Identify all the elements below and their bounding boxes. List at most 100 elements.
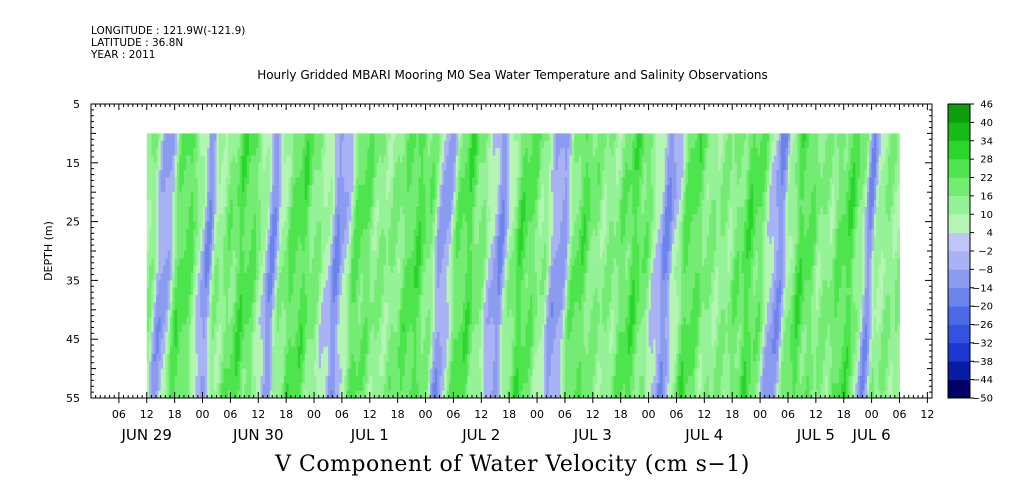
heatmap-cell: [395, 346, 399, 355]
heatmap-cell: [195, 236, 199, 245]
heatmap-cell: [416, 280, 419, 289]
heatmap-cell: [211, 177, 215, 186]
heatmap-cell: [209, 353, 213, 362]
heatmap-cell: [169, 170, 173, 178]
heatmap-cell: [244, 221, 248, 230]
heatmap-cell: [174, 162, 178, 171]
heatmap-cell: [425, 309, 429, 318]
heatmap-cell: [200, 287, 203, 296]
heatmap-cell: [404, 236, 408, 245]
heatmap-cell: [444, 170, 447, 178]
heatmap-cell: [425, 221, 429, 230]
heatmap-cell: [274, 339, 278, 347]
heatmap-cell: [302, 346, 306, 355]
heatmap-cell: [281, 383, 285, 392]
heatmap-cell: [379, 258, 382, 267]
heatmap-cell: [339, 214, 343, 222]
heatmap-cell: [413, 228, 417, 237]
heatmap-cell: [399, 148, 403, 156]
heatmap-cell: [158, 375, 162, 384]
heatmap-cell: [434, 192, 438, 200]
heatmap-cell: [279, 228, 282, 237]
heatmap-cell: [379, 331, 382, 340]
heatmap-cell: [297, 214, 301, 222]
heatmap-cell: [441, 295, 445, 303]
heatmap-cell: [390, 361, 394, 369]
heatmap-cell: [411, 287, 415, 296]
heatmap-cell: [158, 251, 162, 259]
heatmap-cell: [344, 184, 347, 193]
heatmap-cell: [183, 140, 187, 149]
heatmap-cell: [430, 346, 433, 355]
heatmap-cell: [214, 317, 217, 325]
heatmap-cell: [276, 339, 280, 347]
heatmap-cell: [397, 273, 401, 281]
heatmap-cell: [265, 162, 268, 171]
heatmap-cell: [146, 251, 150, 259]
heatmap-cell: [167, 302, 171, 311]
heatmap-cell: [369, 317, 373, 325]
heatmap-cell: [246, 184, 250, 193]
heatmap-cell: [386, 148, 389, 156]
heatmap-cell: [223, 140, 227, 149]
heatmap-cell: [151, 140, 155, 149]
heatmap-cell: [265, 214, 268, 222]
heatmap-cell: [453, 309, 457, 318]
heatmap-cell: [416, 346, 419, 355]
heatmap-cell: [318, 309, 322, 318]
heatmap-cell: [244, 390, 248, 399]
heatmap-cell: [355, 133, 359, 142]
heatmap-cell: [235, 287, 238, 296]
heatmap-cell: [225, 177, 229, 186]
heatmap-cell: [327, 302, 331, 311]
heatmap-cell: [376, 390, 380, 399]
heatmap-cell: [202, 251, 206, 259]
heatmap-cell: [153, 324, 157, 333]
heatmap-cell: [399, 251, 403, 259]
heatmap-cells: [146, 133, 900, 399]
heatmap-cell: [286, 295, 289, 303]
heatmap-cell: [376, 155, 380, 164]
heatmap-cell: [246, 199, 250, 208]
heatmap-cell: [427, 251, 431, 259]
heatmap-cell: [195, 280, 199, 289]
heatmap-cell: [365, 177, 368, 186]
heatmap-cell: [260, 302, 264, 311]
heatmap-cell: [455, 346, 459, 355]
heatmap-cell: [276, 317, 280, 325]
heatmap-cell: [158, 390, 162, 399]
heatmap-cell: [283, 199, 287, 208]
heatmap-cell: [404, 140, 408, 149]
heatmap-cell: [172, 295, 176, 303]
heatmap-cell: [276, 192, 280, 200]
heatmap-cell: [314, 155, 317, 164]
heatmap-cell: [202, 148, 206, 156]
heatmap-cell: [281, 258, 285, 267]
heatmap-cell: [176, 170, 180, 178]
heatmap-cell: [235, 236, 238, 245]
heatmap-cell: [413, 331, 417, 340]
heatmap-cell: [402, 148, 406, 156]
heatmap-cell: [286, 214, 289, 222]
heatmap-cell: [232, 221, 236, 230]
heatmap-cell: [372, 221, 375, 230]
heatmap-cell: [388, 258, 392, 267]
heatmap-cell: [386, 295, 389, 303]
heatmap-cell: [149, 309, 152, 318]
heatmap-cell: [427, 162, 431, 171]
heatmap-cell: [286, 258, 289, 267]
heatmap-cell: [439, 177, 443, 186]
heatmap-cell: [174, 251, 178, 259]
heatmap-cell: [290, 295, 294, 303]
heatmap-cell: [158, 162, 162, 171]
heatmap-cell: [346, 184, 350, 193]
heatmap-cell: [248, 214, 252, 222]
heatmap-cell: [376, 192, 380, 200]
heatmap-cell: [195, 162, 199, 171]
heatmap-cell: [346, 368, 350, 377]
heatmap-cell: [174, 361, 178, 369]
heatmap-cell: [232, 184, 236, 193]
heatmap-cell: [279, 199, 282, 208]
heatmap-cell: [279, 390, 282, 399]
heatmap-cell: [160, 339, 164, 347]
